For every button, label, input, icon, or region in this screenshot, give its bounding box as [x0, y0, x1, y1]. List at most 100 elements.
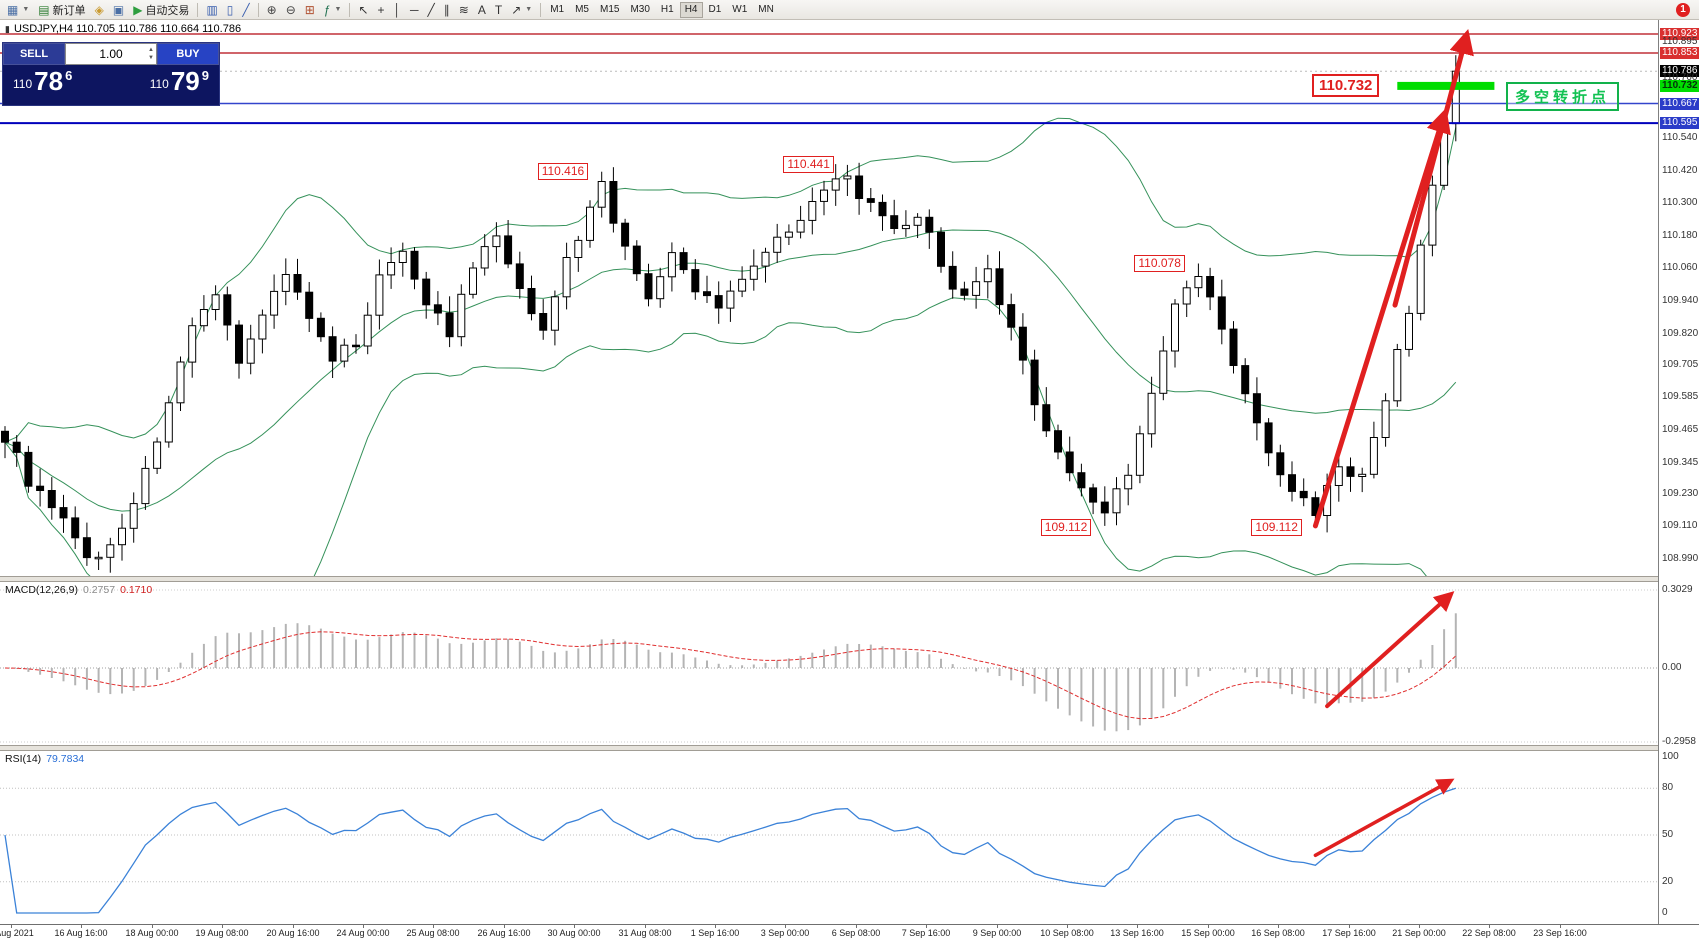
zoom-out-button[interactable]: ⊖ [282, 1, 300, 18]
macd-pane[interactable]: MACD(12,26,9) 0.2757 0.1710 [0, 582, 1658, 745]
price-scale-label: 110.667 [1660, 98, 1699, 110]
line-chart-button-icon: ╱ [242, 2, 250, 17]
horizontal-line-button[interactable]: ─ [406, 1, 423, 18]
compass-icon[interactable]: ◈ [91, 1, 108, 18]
tile-windows-button[interactable]: ⊞ [301, 1, 319, 18]
channel-button-icon: ∥ [443, 2, 450, 17]
price-scale-label: 110.420 [1662, 165, 1698, 176]
charts-dropdown-icon: ▦ [7, 2, 19, 17]
time-axis-label: 3 Sep 00:00 [760, 928, 810, 938]
channel-button[interactable]: ∥ [440, 1, 454, 18]
macd-name: MACD(12,26,9) [5, 584, 78, 596]
price-scale-label: 110.060 [1662, 262, 1698, 273]
price-scale-label: 109.230 [1662, 488, 1699, 499]
price-scale-label: 110.786 [1660, 65, 1699, 77]
crosshair-button[interactable]: + [374, 1, 389, 18]
time-axis-tick [997, 925, 998, 928]
bar-chart-button-icon: ▥ [206, 2, 218, 17]
label-button[interactable]: T [491, 1, 506, 18]
time-axis-tick [11, 925, 12, 928]
rsi-scale-label: 0 [1662, 907, 1668, 918]
arrows-button[interactable]: ↗ ▼ [507, 1, 536, 18]
main-chart-pane[interactable]: ▮ USDJPY,H4 110.705 110.786 110.664 110.… [0, 20, 1658, 576]
fibonacci-button-icon: ≋ [458, 2, 469, 17]
chart-title-text: USDJPY,H4 110.705 110.786 110.664 110.78… [13, 23, 242, 35]
time-axis-label: 7 Sep 16:00 [901, 928, 951, 938]
toolbar-separator [349, 2, 351, 17]
volume-down-icon[interactable]: ▼ [148, 55, 154, 61]
line-chart-button[interactable]: ╱ [238, 1, 253, 18]
autotrading-button[interactable]: ▶ 自动交易 [129, 1, 193, 18]
timeframe-h1-button[interactable]: H1 [660, 3, 674, 15]
volume-value: 1.00 [99, 47, 123, 61]
time-axis-label: 17 Sep 16:00 [1322, 928, 1376, 938]
tile-windows-button-icon: ⊞ [304, 2, 315, 17]
cursor-button[interactable]: ↖ [354, 1, 372, 18]
time-axis-tick [293, 925, 294, 928]
price-scale-label: 110.760 [1662, 72, 1698, 83]
time-axis-tick [1208, 925, 1209, 928]
turning-point-label: 多空转折点 [1506, 82, 1620, 111]
timeframe-mn-button[interactable]: MN [758, 3, 774, 15]
rsi-pane[interactable]: RSI(14) 79.7834 [0, 751, 1658, 924]
buy-button[interactable]: BUY [157, 43, 219, 65]
price-scale-label: 110.540 [1662, 132, 1698, 143]
volume-up-icon[interactable]: ▲ [148, 47, 154, 53]
pane-splitter[interactable] [0, 745, 1699, 751]
vertical-line-button[interactable]: │ [390, 1, 406, 18]
charts-dropdown-dropdown-icon[interactable]: ▼ [22, 6, 30, 13]
pane-splitter[interactable] [0, 576, 1699, 582]
price-annotation: 110.416 [537, 162, 589, 180]
sell-price[interactable]: 110 78 6 [13, 68, 72, 94]
arrows-button-dropdown-icon[interactable]: ▼ [525, 6, 533, 13]
timeframe-h4-button[interactable]: H4 [679, 1, 703, 18]
timeframe-m30-button[interactable]: M30 [630, 3, 650, 15]
rsi-scale-label: 50 [1662, 829, 1674, 840]
timeframe-m1-button[interactable]: M1 [550, 3, 565, 15]
buy-price[interactable]: 110 79 9 [150, 68, 209, 94]
time-axis-tick [222, 925, 223, 928]
price-scale-label: 109.820 [1662, 328, 1699, 339]
macd-value-main: 0.2757 [82, 584, 116, 596]
bar-chart-button[interactable]: ▥ [202, 1, 221, 18]
chart-window: ▮ USDJPY,H4 110.705 110.786 110.664 110.… [0, 20, 1699, 939]
time-axis-tick [363, 925, 364, 928]
trendline-button[interactable]: ╱ [424, 1, 439, 18]
sell-price-pips: 78 [34, 66, 64, 96]
time-axis-label: 31 Aug 08:00 [618, 928, 672, 938]
time-axis-tick [1419, 925, 1420, 928]
indicators-button-dropdown-icon[interactable]: ▼ [334, 6, 342, 13]
time-axis-label: 15 Sep 00:00 [1181, 928, 1235, 938]
text-button[interactable]: A [474, 1, 490, 18]
price-annotation: 110.078 [1134, 254, 1185, 272]
time-axis-tick [152, 925, 153, 928]
zoom-in-button[interactable]: ⊕ [263, 1, 281, 18]
volume-spinner[interactable]: ▲ ▼ [148, 46, 154, 62]
rsi-name: RSI(14) [5, 753, 42, 765]
timeframe-d1-button[interactable]: D1 [708, 3, 722, 15]
candlestick-chart-button[interactable]: ▯ [223, 1, 238, 18]
timeframe-w1-button[interactable]: W1 [732, 3, 748, 15]
timeframe-m5-button[interactable]: M5 [575, 3, 589, 15]
print-button[interactable]: ▣ [109, 1, 128, 18]
sell-button[interactable]: SELL [3, 43, 65, 65]
price-annotation: 110.441 [783, 155, 834, 173]
indicators-button[interactable]: ƒ ▼ [320, 1, 346, 18]
fibonacci-button[interactable]: ≋ [455, 1, 473, 18]
rsi-chart [0, 778, 1658, 914]
chart-symbol-icon: ▮ [5, 23, 10, 34]
timeframe-m15-button[interactable]: M15 [600, 3, 620, 15]
indicators-button-icon: ƒ [323, 2, 331, 17]
new-order-button[interactable]: ▤ 新订单 [34, 1, 89, 18]
candlestick-chart [0, 28, 1658, 576]
price-scale-label: 109.585 [1662, 391, 1699, 402]
rsi-indicator-label: RSI(14) 79.7834 [5, 753, 84, 765]
macd-scale-label: 0.00 [1662, 662, 1682, 673]
volume-input[interactable]: 1.00 ▲ ▼ [65, 43, 157, 65]
price-scale-label: 110.923 [1660, 28, 1699, 40]
notification-badge[interactable]: 1 [1676, 2, 1690, 17]
macd-scale-label: -0.2958 [1662, 736, 1696, 747]
charts-dropdown[interactable]: ▦ ▼ [3, 1, 33, 18]
time-axis-label: 16 Sep 08:00 [1251, 928, 1305, 938]
time-axis-label: 24 Aug 00:00 [336, 928, 390, 938]
